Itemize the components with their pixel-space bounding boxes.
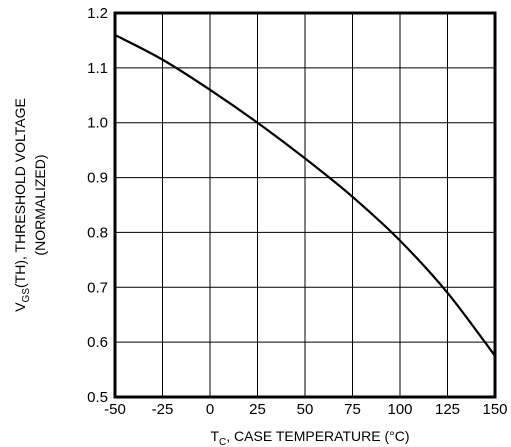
- x-tick-label: -50: [104, 401, 126, 418]
- y-axis-label-2: (NORMALIZED): [32, 154, 48, 255]
- y-axis-label: VGS(TH), THRESHOLD VOLTAGE: [12, 98, 32, 312]
- y-tick-label: 0.7: [87, 279, 108, 296]
- y-tick-labels: 0.5 0.6 0.7 0.8 0.9 1.0 1.1 1.2: [87, 5, 108, 406]
- series-line-0: [114, 33, 496, 357]
- y-tick-label: 0.8: [87, 224, 108, 241]
- y-tick-label: 0.6: [87, 334, 108, 351]
- series: [114, 33, 496, 357]
- y-tick-label: 1.2: [87, 5, 108, 22]
- x-tick-label: 0: [206, 401, 214, 418]
- y-tick-label: 1.0: [87, 115, 108, 132]
- x-tick-label: -25: [152, 401, 174, 418]
- y-tick-label: 1.1: [87, 60, 108, 77]
- x-tick-label: 50: [297, 401, 314, 418]
- y-tick-label: 0.5: [87, 389, 108, 406]
- x-tick-label: 150: [482, 401, 507, 418]
- x-tick-labels: -50 -25 0 25 50 75 100 125 150: [104, 401, 507, 418]
- grid: [114, 12, 496, 398]
- x-axis-label: TC, CASE TEMPERATURE (°C): [210, 428, 409, 447]
- y-tick-label: 0.9: [87, 170, 108, 187]
- x-tick-label: 100: [387, 401, 412, 418]
- x-tick-label: 25: [249, 401, 266, 418]
- x-tick-label: 125: [435, 401, 460, 418]
- x-tick-label: 75: [344, 401, 361, 418]
- plot-frame: [113, 11, 497, 399]
